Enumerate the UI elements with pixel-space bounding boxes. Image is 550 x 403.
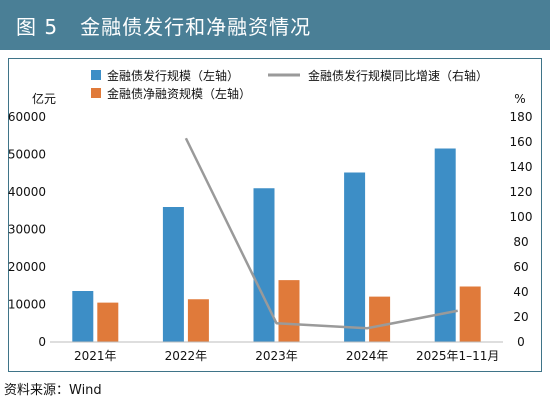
left-axis-ticks: 0 10000 20000 30000 40000 50000 60000 — [8, 110, 46, 349]
left-tick-label: 50000 — [8, 148, 46, 162]
x-tick-label: 2024年 — [346, 349, 389, 363]
growth-line — [184, 137, 458, 330]
source-note: 资料来源：Wind — [4, 383, 102, 398]
issuance-bar — [434, 148, 456, 342]
legend-label: 金融债净融资规模（左轴） — [107, 86, 251, 101]
left-tick-label: 10000 — [8, 298, 46, 312]
legend: 金融债发行规模（左轴） 金融债净融资规模（左轴） 金融债发行规模同比增速（右轴） — [91, 68, 488, 101]
left-tick-label: 20000 — [8, 260, 46, 274]
right-tick-label: 120 — [510, 185, 533, 199]
left-tick-label: 0 — [38, 335, 46, 349]
right-tick-label: 0 — [517, 335, 525, 349]
legend-swatch — [91, 70, 101, 80]
right-tick-label: 100 — [510, 210, 533, 224]
right-tick-label: 160 — [510, 135, 533, 149]
legend-swatch — [91, 88, 101, 98]
net-financing-bar — [459, 286, 481, 342]
growth-line-path — [184, 137, 458, 330]
x-tick-label: 2023年 — [255, 349, 298, 363]
right-tick-label: 60 — [513, 260, 528, 274]
left-tick-label: 30000 — [8, 223, 46, 237]
right-axis-ticks: 0 20 40 60 80 100 120 140 160 180 — [510, 110, 533, 349]
x-axis-ticks: 2021年 2022年 2023年 2024年 2025年1–11月 — [74, 349, 499, 363]
right-tick-label: 40 — [513, 285, 528, 299]
title-bar: 图 5 金融债发行和净融资情况 — [0, 0, 550, 50]
figure-title: 图 5 金融债发行和净融资情况 — [16, 15, 312, 39]
right-tick-label: 80 — [513, 235, 528, 249]
issuance-bar — [162, 207, 184, 342]
x-tick-label: 2025年1–11月 — [416, 349, 499, 363]
issuance-bar — [72, 291, 94, 342]
left-axis-unit: 亿元 — [32, 91, 56, 106]
net-financing-bar — [278, 280, 300, 342]
net-financing-bar — [187, 299, 209, 342]
net-financing-bar — [369, 296, 391, 342]
left-tick-label: 60000 — [8, 110, 46, 124]
bars — [72, 148, 481, 342]
right-tick-label: 180 — [510, 110, 533, 124]
right-axis-unit: % — [514, 92, 525, 106]
legend-label: 金融债发行规模（左轴） — [107, 68, 239, 83]
issuance-bar — [344, 172, 366, 342]
x-tick-label: 2022年 — [165, 349, 208, 363]
legend-label: 金融债发行规模同比增速（右轴） — [308, 68, 488, 83]
issuance-bar — [253, 188, 275, 342]
right-tick-label: 140 — [510, 160, 533, 174]
chart-frame — [8, 58, 542, 372]
left-tick-label: 40000 — [8, 185, 46, 199]
net-financing-bar — [97, 302, 119, 342]
x-tick-label: 2021年 — [74, 349, 117, 363]
right-tick-label: 20 — [513, 310, 528, 324]
